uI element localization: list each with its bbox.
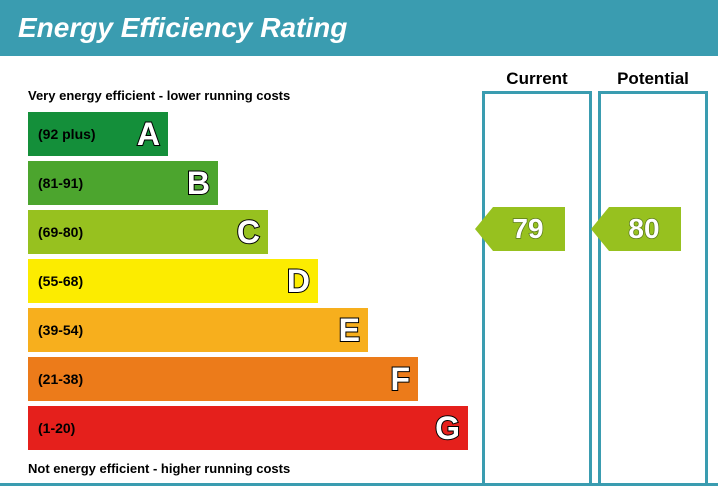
band-letter: F	[390, 361, 410, 398]
column-potential: Potential 80	[598, 64, 708, 484]
top-caption: Very energy efficient - lower running co…	[28, 88, 290, 103]
rating-band-e: (39-54) E	[28, 308, 368, 352]
rating-band-b: (81-91) B	[28, 161, 218, 205]
band-range: (81-91)	[38, 175, 83, 191]
band-letter: C	[237, 214, 260, 251]
band-range: (39-54)	[38, 322, 83, 338]
pointer-value: 80	[599, 213, 689, 245]
column-current-body: 79	[482, 94, 592, 484]
band-range: (69-80)	[38, 224, 83, 240]
band-letter: G	[435, 410, 460, 447]
column-current: Current 79	[482, 64, 592, 484]
column-potential-body: 80	[598, 94, 708, 484]
bottom-caption: Not energy efficient - higher running co…	[28, 461, 290, 476]
band-letter: D	[287, 263, 310, 300]
rating-band-g: (1-20) G	[28, 406, 468, 450]
band-letter: A	[137, 116, 160, 153]
band-letter: B	[187, 165, 210, 202]
rating-band-c: (69-80) C	[28, 210, 268, 254]
chart-area: Very energy efficient - lower running co…	[0, 56, 718, 486]
column-current-header: Current	[482, 64, 592, 94]
band-range: (21-38)	[38, 371, 83, 387]
pointer-potential: 80	[591, 207, 681, 251]
column-potential-header: Potential	[598, 64, 708, 94]
title-bar: Energy Efficiency Rating	[0, 0, 718, 56]
pointer-current: 79	[475, 207, 565, 251]
band-range: (1-20)	[38, 420, 75, 436]
band-range: (55-68)	[38, 273, 83, 289]
rating-bands: (92 plus) A (81-91) B (69-80) C (55-68) D (39-54…	[28, 112, 468, 455]
rating-band-a: (92 plus) A	[28, 112, 168, 156]
band-range: (92 plus)	[38, 126, 96, 142]
rating-band-d: (55-68) D	[28, 259, 318, 303]
band-letter: E	[339, 312, 360, 349]
epc-chart: Energy Efficiency Rating Very energy eff…	[0, 0, 718, 486]
pointer-value: 79	[483, 213, 573, 245]
rating-band-f: (21-38) F	[28, 357, 418, 401]
